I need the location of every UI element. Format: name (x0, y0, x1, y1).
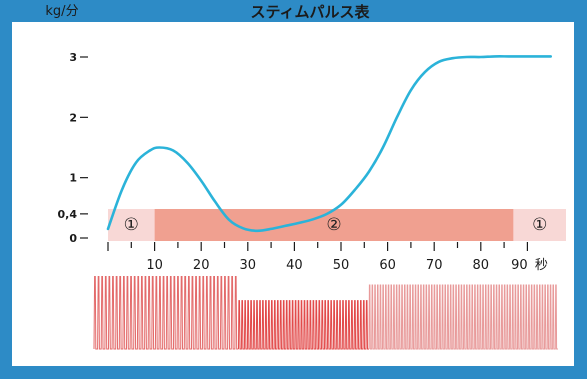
phase-label-2: ② (326, 215, 341, 235)
y-axis-ticks: 0 0,4 1 2 3 (58, 51, 88, 245)
x-tick-label-50: 50 (333, 258, 350, 273)
x-axis-unit: 秒 (535, 258, 548, 273)
phase-band-2 (154, 209, 514, 241)
x-axis: 10 20 30 40 50 60 70 80 90 秒 (107, 242, 548, 273)
y-tick-label-2: 1 (69, 172, 77, 185)
series-line-1 (106, 55, 552, 233)
y-tick-label-3: 2 (69, 111, 77, 124)
phase-bands: ① ② ① (108, 209, 566, 241)
phase-band-3 (513, 209, 566, 241)
y-tick-label-4: 3 (69, 51, 77, 64)
phase-band-1 (108, 209, 155, 241)
pulse-segment-1 (93, 276, 239, 350)
pulse-segment-3 (368, 284, 558, 350)
x-tick-label-20: 20 (193, 258, 210, 273)
series-layer (106, 55, 552, 233)
x-tick-label-70: 70 (426, 258, 443, 273)
x-tick-label-60: 60 (379, 258, 396, 273)
x-tick-label-80: 80 (473, 258, 490, 273)
x-tick-label-30: 30 (240, 258, 257, 273)
phase-label-3: ① (532, 215, 547, 235)
chart-title: スティムパルス表 (250, 3, 370, 21)
x-tick-label-40: 40 (286, 258, 303, 273)
pulse-train (93, 276, 558, 350)
x-tick-label-90: 90 (511, 258, 528, 273)
y-tick-label-1: 0,4 (58, 208, 78, 221)
pulse-segment-2 (238, 300, 369, 350)
phase-label-1: ① (124, 215, 139, 235)
y-tick-label-0: 0 (69, 232, 77, 245)
x-tick-label-10: 10 (146, 258, 163, 273)
y-axis-unit: kg/分 (45, 4, 78, 19)
